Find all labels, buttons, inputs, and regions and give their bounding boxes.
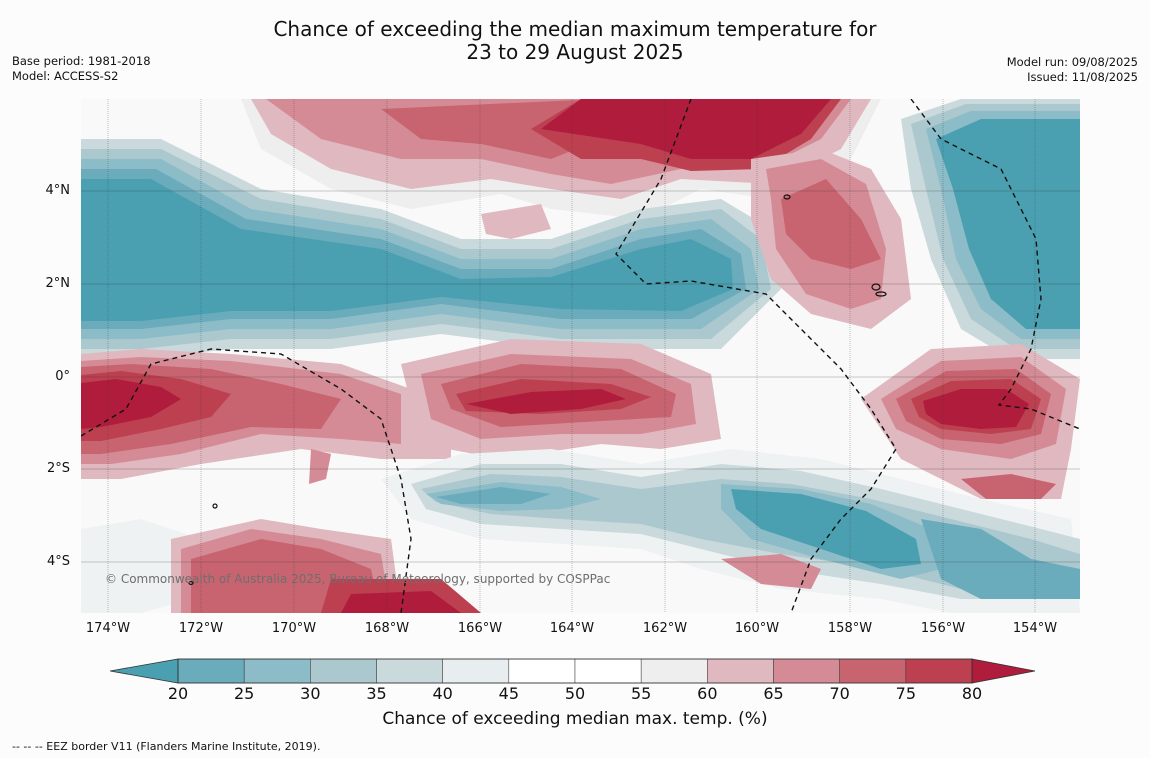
legend-swatch bbox=[310, 658, 377, 684]
legend-swatch bbox=[640, 658, 708, 684]
warm-region-east-equator bbox=[861, 344, 1080, 499]
legend-tick-label: 35 bbox=[366, 684, 387, 703]
legend-tick-label: 50 bbox=[564, 684, 586, 703]
run-info: Model run: 09/08/2025 Issued: 11/08/2025 bbox=[1007, 55, 1138, 85]
legend-tick-label: 65 bbox=[763, 684, 784, 703]
legend-tick-label: 45 bbox=[498, 684, 519, 703]
base-period: Base period: 1981-2018 bbox=[12, 54, 151, 68]
legend-tick-label: 30 bbox=[300, 684, 321, 703]
lat-label-4s: 4°S bbox=[46, 554, 70, 569]
legend-tick-label: 75 bbox=[895, 684, 916, 703]
legend-swatch bbox=[177, 658, 245, 684]
lon-label-160w: 160°W bbox=[734, 621, 780, 636]
legend-swatch bbox=[376, 658, 443, 684]
legend-tick-label: 40 bbox=[432, 684, 453, 703]
legend-tick-label: 25 bbox=[233, 684, 255, 703]
cold-region-north bbox=[81, 139, 781, 359]
legend-title: Chance of exceeding median max. temp. (%… bbox=[382, 709, 768, 729]
eez-footnote: -- -- -- EEZ border V11 (Flanders Marine… bbox=[12, 740, 321, 753]
legend-swatch bbox=[707, 658, 774, 684]
lon-label-168w: 168°W bbox=[364, 621, 410, 636]
legend-swatch bbox=[243, 658, 311, 684]
lon-label-156w: 156°W bbox=[920, 621, 966, 636]
cold-region-south bbox=[81, 449, 1080, 613]
forecast-map[interactable] bbox=[81, 99, 1080, 613]
legend-high-triangle bbox=[971, 658, 1036, 684]
islands bbox=[188, 194, 887, 586]
lon-label-164w: 164°W bbox=[549, 621, 595, 636]
legend-swatch bbox=[773, 658, 840, 684]
lon-label-162w: 162°W bbox=[642, 621, 688, 636]
map-gridlines bbox=[81, 99, 1080, 613]
base-info: Base period: 1981-2018 Model: ACCESS-S2 bbox=[12, 54, 151, 84]
legend-low-triangle bbox=[110, 658, 179, 684]
legend-colorbar bbox=[110, 658, 1036, 684]
legend-tick-label: 80 bbox=[961, 684, 983, 703]
legend-swatch bbox=[839, 658, 907, 684]
legend-tick-label: 70 bbox=[829, 684, 850, 703]
lat-label-4n: 4°N bbox=[45, 183, 71, 198]
warm-region-north bbox=[241, 99, 881, 239]
legend-swatch bbox=[574, 658, 642, 684]
warm-region-west-equator bbox=[81, 349, 451, 479]
title-line-1: Chance of exceeding the median maximum t… bbox=[273, 17, 877, 41]
lon-label-154w: 154°W bbox=[1012, 621, 1058, 636]
lon-label-172w: 172°W bbox=[178, 621, 224, 636]
lat-label-2n: 2°N bbox=[45, 276, 71, 291]
eez-borders bbox=[81, 99, 1080, 613]
lon-label-166w: 166°W bbox=[457, 621, 503, 636]
lon-label-158w: 158°W bbox=[827, 621, 873, 636]
copyright-notice: © Commonwealth of Australia 2025, Bureau… bbox=[105, 572, 611, 586]
legend-swatch bbox=[508, 658, 576, 684]
legend-swatch bbox=[905, 658, 973, 684]
model-run-date: Model run: 09/08/2025 bbox=[1006, 55, 1138, 69]
issued-date: Issued: 11/08/2025 bbox=[1027, 70, 1138, 84]
legend-tick-label: 60 bbox=[697, 684, 718, 703]
lat-label-2s: 2°S bbox=[46, 461, 70, 476]
map-title: Chance of exceeding the median maximum t… bbox=[0, 18, 1150, 64]
legend-tick-label: 20 bbox=[167, 684, 189, 703]
legend-tick-label: 55 bbox=[630, 684, 652, 703]
lon-label-174w: 174°W bbox=[85, 621, 131, 636]
legend-swatch bbox=[442, 658, 510, 684]
lat-label-0: 0° bbox=[55, 369, 70, 384]
warm-region-south bbox=[171, 449, 821, 613]
model-name: Model: ACCESS-S2 bbox=[12, 69, 119, 83]
title-line-2: 23 to 29 August 2025 bbox=[466, 40, 684, 64]
lon-label-170w: 170°W bbox=[271, 621, 317, 636]
warm-region-central-equator bbox=[401, 339, 721, 459]
